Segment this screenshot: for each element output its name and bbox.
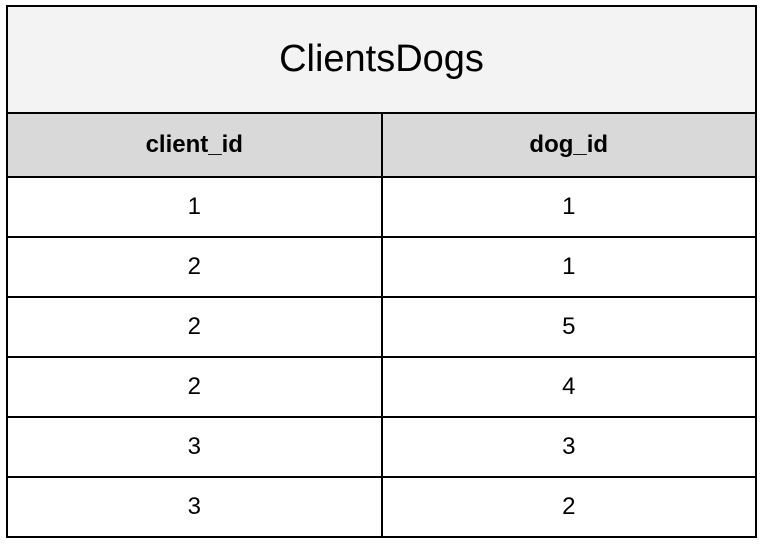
cell-dog-id: 5: [381, 296, 755, 357]
table-title: ClientsDogs: [8, 7, 755, 114]
data-grid: client_id dog_id 1 1 2 1 2 5 2 4 3: [8, 114, 755, 536]
cell-dog-id: 1: [562, 193, 576, 220]
column-header-dog-id: dog_id: [381, 114, 755, 178]
cell-client-id: 2: [8, 296, 383, 357]
cell-dog-id: 3: [381, 416, 755, 477]
table-row: 2 4: [8, 356, 755, 417]
table-row: 3 3: [8, 416, 755, 477]
cell-dog-id: 1: [381, 236, 755, 297]
table-row: 2 5: [8, 296, 755, 357]
cell-client-id: 1: [8, 177, 383, 237]
header-row: client_id dog_id: [8, 114, 755, 178]
cell-client-id: 3: [8, 476, 383, 536]
column-header-client-id: client_id: [8, 114, 383, 178]
cell-client-id: 2: [8, 356, 383, 417]
table-row: 2 1: [8, 236, 755, 297]
table-row: 3 2: [8, 476, 755, 536]
cell-client-id: 2: [8, 236, 383, 297]
clients-dogs-table: ClientsDogs client_id dog_id 1 1 2 1 2 5…: [6, 5, 757, 538]
cell-dog-id: 4: [381, 356, 755, 417]
table-row: 1 1: [8, 177, 755, 237]
cell-dog-id: 2: [381, 476, 755, 536]
cell-client-id: 3: [8, 416, 383, 477]
